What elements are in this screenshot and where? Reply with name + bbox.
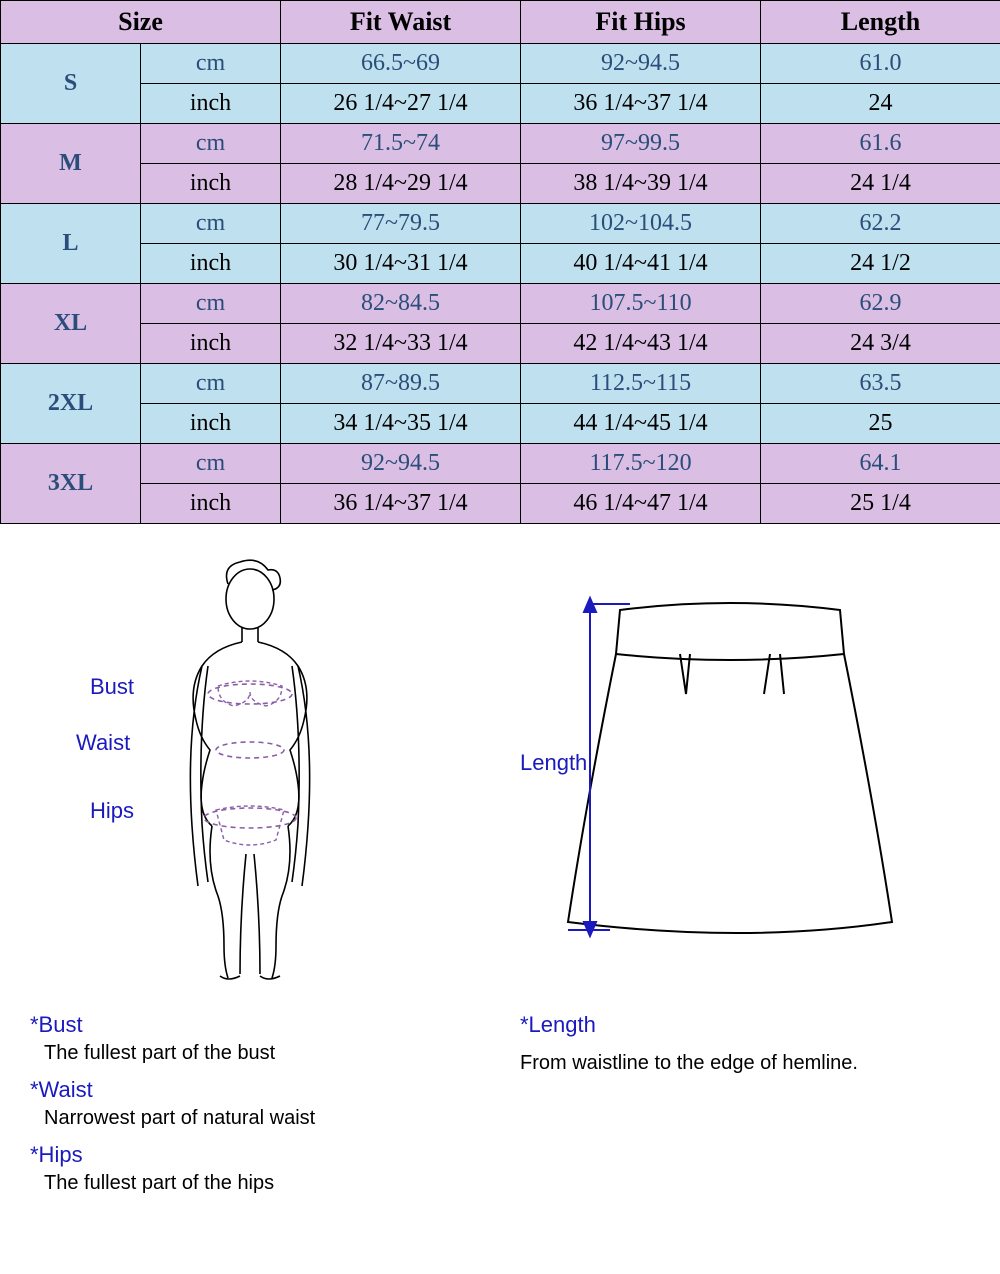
waist-cm: 77~79.5 [281,204,521,244]
table-row: Mcm71.5~7497~99.561.6 [1,124,1000,164]
table-row: inch34 1/4~35 1/444 1/4~45 1/425 [1,404,1000,444]
size-label: XL [1,284,141,364]
diagrams-row: Bust Waist Hips Length [0,524,1000,994]
definitions-right: *Length From waistline to the edge of he… [520,1004,970,1207]
hips-inch: 42 1/4~43 1/4 [521,324,761,364]
hips-cm: 117.5~120 [521,444,761,484]
unit-inch: inch [141,404,281,444]
definitions-row: *Bust The fullest part of the bust *Wais… [0,994,1000,1237]
header-waist: Fit Waist [281,1,521,44]
waist-cm: 92~94.5 [281,444,521,484]
waist-inch: 34 1/4~35 1/4 [281,404,521,444]
def-length-text: From waistline to the edge of hemline. [520,1052,970,1075]
hips-cm: 102~104.5 [521,204,761,244]
hips-cm: 92~94.5 [521,44,761,84]
unit-inch: inch [141,484,281,524]
hips-cm: 112.5~115 [521,364,761,404]
table-header-row: Size Fit Waist Fit Hips Length [1,1,1000,44]
unit-cm: cm [141,204,281,244]
size-label: S [1,44,141,124]
body-figure-svg [20,554,440,984]
waist-inch: 32 1/4~33 1/4 [281,324,521,364]
length-inch: 24 3/4 [761,324,1000,364]
skirt-diagram-container: Length [480,554,980,984]
unit-cm: cm [141,124,281,164]
def-hips-title: *Hips [30,1142,480,1168]
header-length: Length [761,1,1000,44]
body-label-bust: Bust [90,674,134,700]
table-row: Scm66.5~6992~94.561.0 [1,44,1000,84]
header-hips: Fit Hips [521,1,761,44]
def-hips-text: The fullest part of the hips [44,1172,480,1195]
length-cm: 61.0 [761,44,1000,84]
unit-cm: cm [141,44,281,84]
length-inch: 25 [761,404,1000,444]
table-row: inch36 1/4~37 1/446 1/4~47 1/425 1/4 [1,484,1000,524]
def-bust-title: *Bust [30,1012,480,1038]
length-cm: 62.2 [761,204,1000,244]
definitions-left: *Bust The fullest part of the bust *Wais… [30,1004,480,1207]
unit-inch: inch [141,324,281,364]
def-length-title: *Length [520,1012,970,1038]
size-chart-table: Size Fit Waist Fit Hips Length Scm66.5~6… [0,0,1000,524]
length-cm: 62.9 [761,284,1000,324]
size-label: 3XL [1,444,141,524]
size-label: L [1,204,141,284]
length-inch: 25 1/4 [761,484,1000,524]
table-row: inch32 1/4~33 1/442 1/4~43 1/424 3/4 [1,324,1000,364]
length-inch: 24 1/2 [761,244,1000,284]
waist-inch: 26 1/4~27 1/4 [281,84,521,124]
header-size: Size [1,1,281,44]
length-cm: 61.6 [761,124,1000,164]
waist-inch: 30 1/4~31 1/4 [281,244,521,284]
def-waist-title: *Waist [30,1077,480,1103]
hips-inch: 38 1/4~39 1/4 [521,164,761,204]
length-cm: 64.1 [761,444,1000,484]
unit-cm: cm [141,444,281,484]
table-row: 2XLcm87~89.5112.5~11563.5 [1,364,1000,404]
body-label-hips: Hips [90,798,134,824]
hips-cm: 107.5~110 [521,284,761,324]
length-inch: 24 1/4 [761,164,1000,204]
def-bust-text: The fullest part of the bust [44,1042,480,1065]
hips-inch: 44 1/4~45 1/4 [521,404,761,444]
body-diagram-container: Bust Waist Hips [20,554,440,984]
size-label: 2XL [1,364,141,444]
hips-cm: 97~99.5 [521,124,761,164]
table-row: XLcm82~84.5107.5~11062.9 [1,284,1000,324]
def-waist-text: Narrowest part of natural waist [44,1107,480,1130]
table-row: Lcm77~79.5102~104.562.2 [1,204,1000,244]
table-row: 3XLcm92~94.5117.5~12064.1 [1,444,1000,484]
body-label-waist: Waist [76,730,130,756]
unit-inch: inch [141,84,281,124]
length-cm: 63.5 [761,364,1000,404]
skirt-svg: Length [480,554,960,984]
unit-cm: cm [141,284,281,324]
table-row: inch26 1/4~27 1/436 1/4~37 1/424 [1,84,1000,124]
table-row: inch28 1/4~29 1/438 1/4~39 1/424 1/4 [1,164,1000,204]
table-row: inch30 1/4~31 1/440 1/4~41 1/424 1/2 [1,244,1000,284]
waist-cm: 66.5~69 [281,44,521,84]
hips-inch: 40 1/4~41 1/4 [521,244,761,284]
hips-inch: 46 1/4~47 1/4 [521,484,761,524]
waist-cm: 87~89.5 [281,364,521,404]
skirt-length-label: Length [520,750,587,775]
waist-cm: 71.5~74 [281,124,521,164]
waist-inch: 28 1/4~29 1/4 [281,164,521,204]
unit-cm: cm [141,364,281,404]
unit-inch: inch [141,244,281,284]
waist-inch: 36 1/4~37 1/4 [281,484,521,524]
length-inch: 24 [761,84,1000,124]
waist-cm: 82~84.5 [281,284,521,324]
unit-inch: inch [141,164,281,204]
hips-inch: 36 1/4~37 1/4 [521,84,761,124]
size-label: M [1,124,141,204]
